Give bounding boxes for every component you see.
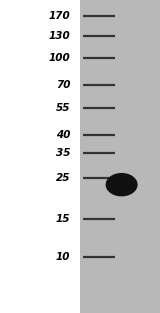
Text: 10: 10 — [56, 252, 70, 262]
Ellipse shape — [106, 173, 138, 197]
FancyBboxPatch shape — [0, 0, 80, 313]
Text: 25: 25 — [56, 173, 70, 183]
Text: 100: 100 — [49, 53, 70, 63]
Text: 170: 170 — [49, 11, 70, 21]
Text: 70: 70 — [56, 80, 70, 90]
Text: 35: 35 — [56, 148, 70, 158]
Text: 55: 55 — [56, 103, 70, 113]
FancyBboxPatch shape — [80, 0, 160, 313]
Text: 130: 130 — [49, 31, 70, 41]
Text: 40: 40 — [56, 130, 70, 140]
Text: 15: 15 — [56, 214, 70, 224]
